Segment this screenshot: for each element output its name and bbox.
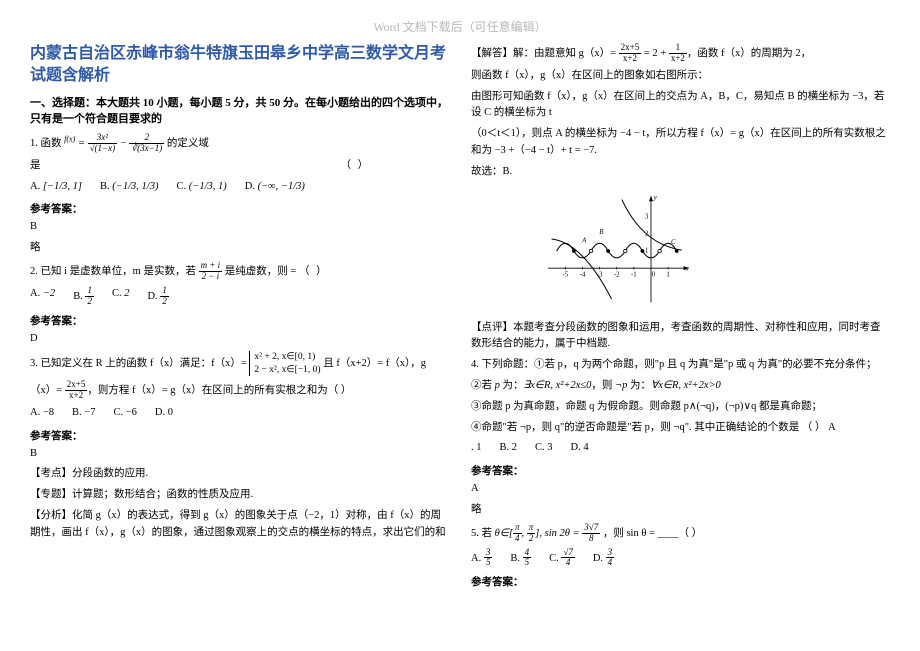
q1-choice-b: B. (−1/3, 1/3) [100, 179, 158, 196]
q5-choice-c: C. √74 [549, 548, 575, 569]
q1-choice-a: A. [−1/3, 1] [30, 179, 82, 196]
q4-choices: . 1 B. 2 C. 3 D. 4 [471, 440, 890, 457]
q2-stem-a: 2. 已知 i 是虚数单位，m 是实数，若 [30, 266, 196, 277]
q3-solve-c: 由图形可知函数 f（x），g（x）在区间上的交点为 A，B，C，易知点 B 的横… [471, 89, 890, 123]
q3-stem-a: 3. 已知定义在 R 上的函数 f（x）满足：f（x）= [30, 358, 247, 369]
q3-answer: B [30, 446, 449, 463]
q3-solve-d: （0＜t＜1），则点 A 的横坐标为 −4 − t，所以方程 f（x）= g（x… [471, 126, 890, 160]
q1-choice-c: C. (−1/3, 1) [176, 179, 226, 196]
q1-blank: （ ） [341, 160, 371, 171]
q3-piecewise: x² + 2, x∈[0, 1) 2 − x², x∈[−1, 0) [249, 351, 320, 376]
q3-diagram: -5 -4 -3 -2 -1 0 1 x y A B C 1 2 3 [531, 191, 711, 311]
q2-stem: 2. 已知 i 是虚数单位，m 是实数，若 m + i2 − i 是纯虚数，则 … [30, 261, 449, 282]
q2-choice-d: D. 12 [147, 286, 168, 307]
q4-note: 略 [471, 502, 890, 519]
q2-choice-c: C. 2 [112, 286, 130, 307]
q2-blank: （ ） [299, 266, 329, 277]
q3-tag2: 【专题】计算题；数形结合；函数的性质及应用. [30, 487, 449, 504]
right-column: 【解答】解：由题意知 g（x）= 2x+5x+2 = 2 + 1x+2，函数 f… [471, 43, 890, 592]
q3-choice-a: A. −8 [30, 405, 54, 422]
q5-choice-b: B. 45 [510, 548, 531, 569]
q1-func: f(x) = 3x²√(1−x) − 2∛(3x−1) [64, 138, 167, 149]
svg-text:-4: -4 [580, 271, 586, 278]
q4-choice-a: . 1 [471, 440, 482, 457]
q2-answer-label: 参考答案： [30, 313, 449, 328]
q3-stem-c: （x）= 2x+5x+2，则方程 f（x）= g（x）在区间上的所有实根之和为（… [30, 380, 449, 401]
q1-answer-label: 参考答案： [30, 201, 449, 216]
q2-answer: D [30, 331, 449, 348]
page-layout: 内蒙古自治区赤峰市翁牛特旗玉田皋乡中学高三数学文月考试题含解析 一、选择题：本大… [30, 43, 890, 592]
q4-stem-b: ②若 p 为：∃x∈R, x²+2x≤0，则 ¬p 为：∀x∈R, x²+2x>… [471, 378, 890, 395]
q1-choices: A. [−1/3, 1] B. (−1/3, 1/3) C. (−1/3, 1)… [30, 179, 449, 196]
q1-line2: 是（ ） [30, 158, 449, 175]
left-column: 内蒙古自治区赤峰市翁牛特旗玉田皋乡中学高三数学文月考试题含解析 一、选择题：本大… [30, 43, 449, 592]
q5-choice-d: D. 34 [593, 548, 614, 569]
svg-text:1: 1 [645, 247, 649, 254]
q4-choice-d: D. 4 [571, 440, 589, 457]
q3-solve-a: 【解答】解：由题意知 g（x）= 2x+5x+2 = 2 + 1x+2，函数 f… [471, 43, 890, 64]
q1-stem-a: 1. 函数 [30, 138, 62, 149]
q3-choice-d: D. 0 [155, 405, 173, 422]
header-note: Word 文档下载后（可任意编辑） [30, 18, 890, 35]
q3-answer-label: 参考答案： [30, 428, 449, 443]
q4-choice-c: C. 3 [535, 440, 553, 457]
svg-text:-5: -5 [562, 271, 568, 278]
q3-stem-b: 且 f（x+2）= f（x），g [323, 358, 426, 369]
document-title: 内蒙古自治区赤峰市翁牛特旗玉田皋乡中学高三数学文月考试题含解析 [30, 43, 449, 86]
svg-text:-1: -1 [631, 271, 637, 278]
q1-stem-b: 的定义域 [167, 138, 209, 149]
q3-choice-b: B. −7 [72, 405, 95, 422]
svg-text:C: C [671, 239, 676, 246]
svg-text:-2: -2 [614, 271, 620, 278]
svg-text:2: 2 [645, 230, 649, 237]
q4-stem-c: ③命题 p 为真命题，命题 q 为假命题。则命题 p∧(¬q)，(¬p)∨q 都… [471, 399, 890, 416]
svg-text:y: y [653, 194, 658, 201]
q5-choices: A. 35 B. 45 C. √74 D. 34 [471, 548, 890, 569]
q5-answer-label: 参考答案： [471, 574, 890, 589]
q1-stem: 1. 函数 f(x) = 3x²√(1−x) − 2∛(3x−1) 的定义域 [30, 133, 449, 154]
q3-stem: 3. 已知定义在 R 上的函数 f（x）满足：f（x）= x² + 2, x∈[… [30, 351, 449, 376]
svg-text:x: x [684, 265, 688, 272]
svg-text:A: A [581, 237, 587, 244]
q2-choice-b: B. 12 [73, 286, 94, 307]
svg-text:B: B [599, 228, 604, 235]
q1-answer: B [30, 219, 449, 236]
q2-choice-a: A. −2 [30, 286, 55, 307]
q3-comment: 【点评】本题考查分段函数的图象和运用，考查函数的周期性、对称性和应用，同时考查数… [471, 320, 890, 354]
svg-text:0: 0 [652, 271, 656, 278]
q4-stem-a: 4. 下列命题：①若 p，q 为两个命题，则"p 且 q 为真"是"p 或 q … [471, 357, 890, 374]
q3-solve-b: 则函数 f（x），g（x）在区间上的图象如右图所示： [471, 68, 890, 85]
svg-text:3: 3 [645, 213, 649, 220]
q3-choice-c: C. −6 [113, 405, 136, 422]
q4-choice-b: B. 2 [500, 440, 518, 457]
q3-solve-e: 故选：B. [471, 164, 890, 181]
svg-text:-3: -3 [597, 271, 603, 278]
q3-choices: A. −8 B. −7 C. −6 D. 0 [30, 405, 449, 422]
svg-text:1: 1 [666, 271, 670, 278]
q2-stem-b: 是纯虚数，则 = [225, 266, 297, 277]
q4-stem-d: ④命题"若 ¬p，则 q"的逆否命题是"若 p，则 ¬q". 其中正确结论的个数… [471, 420, 890, 437]
q4-answer: A [471, 481, 890, 498]
q5-cond: θ∈[π4, π2], sin 2θ = 3√78 [495, 528, 601, 539]
q4-answer-label: 参考答案： [471, 463, 890, 478]
q2-frac: m + i2 − i [199, 266, 225, 277]
q2-choices: A. −2 B. 12 C. 2 D. 12 [30, 286, 449, 307]
q3-tag3: 【分析】化简 g（x）的表达式，得到 g（x）的图象关于点（−2，1）对称，由 … [30, 508, 449, 542]
section-1-head: 一、选择题：本大题共 10 小题，每小题 5 分，共 50 分。在每小题给出的四… [30, 96, 449, 127]
q3-tag1: 【考点】分段函数的应用. [30, 466, 449, 483]
q5-choice-a: A. 35 [471, 548, 492, 569]
q1-choice-d: D. (−∞, −1/3) [245, 179, 305, 196]
q5-stem: 5. 若 θ∈[π4, π2], sin 2θ = 3√78 ，则 sin θ … [471, 523, 890, 544]
q1-note: 略 [30, 240, 449, 257]
